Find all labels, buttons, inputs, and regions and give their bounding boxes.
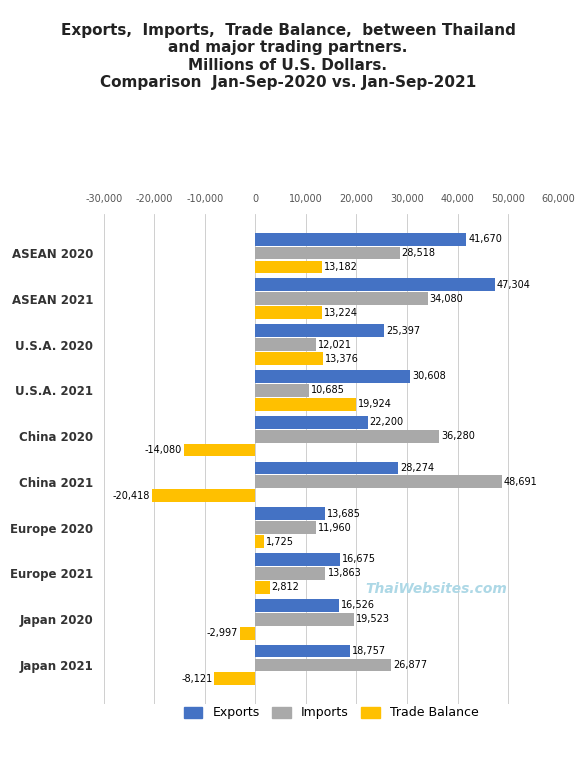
Bar	[255, 246, 400, 259]
Legend: Exports, Imports, Trade Balance: Exports, Imports, Trade Balance	[179, 702, 484, 724]
Bar	[255, 581, 270, 594]
Text: 13,182: 13,182	[324, 262, 358, 272]
Text: 36,280: 36,280	[441, 431, 475, 441]
Text: 28,518: 28,518	[401, 248, 435, 258]
Bar	[255, 415, 367, 428]
Bar	[240, 627, 255, 640]
Text: 47,304: 47,304	[497, 280, 530, 290]
Text: Exports,  Imports,  Trade Balance,  between Thailand
and major trading partners.: Exports, Imports, Trade Balance, between…	[60, 23, 516, 90]
Text: 25,397: 25,397	[386, 326, 420, 336]
Text: 22,200: 22,200	[370, 417, 404, 427]
Text: 18,757: 18,757	[352, 646, 386, 656]
Bar	[255, 324, 384, 337]
Bar	[255, 398, 356, 411]
Bar	[152, 490, 255, 503]
Text: -20,418: -20,418	[113, 491, 150, 501]
Text: 13,376: 13,376	[325, 353, 359, 363]
Bar	[255, 599, 339, 611]
Text: 30,608: 30,608	[412, 372, 446, 382]
Text: -2,997: -2,997	[207, 628, 238, 638]
Bar	[255, 261, 322, 273]
Text: 16,675: 16,675	[342, 555, 376, 565]
Bar	[255, 476, 502, 488]
Text: 1,725: 1,725	[266, 536, 294, 546]
Bar	[255, 553, 340, 566]
Text: 16,526: 16,526	[341, 601, 375, 610]
Bar	[255, 613, 354, 626]
Text: 10,685: 10,685	[312, 386, 345, 396]
Text: 19,924: 19,924	[358, 399, 392, 409]
Bar	[255, 461, 399, 474]
Bar	[255, 536, 264, 548]
Text: 26,877: 26,877	[393, 660, 427, 670]
Text: 48,691: 48,691	[503, 477, 537, 487]
Text: -8,121: -8,121	[181, 674, 213, 684]
Text: 13,224: 13,224	[324, 308, 358, 317]
Text: 12,021: 12,021	[318, 340, 352, 350]
Text: -14,080: -14,080	[145, 445, 182, 455]
Bar	[255, 430, 439, 442]
Bar	[255, 384, 309, 397]
Bar	[184, 444, 255, 457]
Bar	[255, 521, 316, 534]
Bar	[255, 370, 410, 382]
Text: 11,960: 11,960	[318, 522, 351, 532]
Bar	[255, 233, 466, 246]
Bar	[214, 672, 255, 685]
Bar	[255, 292, 427, 305]
Bar	[255, 278, 495, 291]
Text: ThaiWebsites.com: ThaiWebsites.com	[365, 581, 507, 596]
Text: 41,670: 41,670	[468, 234, 502, 244]
Bar	[255, 659, 391, 672]
Text: 19,523: 19,523	[356, 614, 390, 624]
Text: 2,812: 2,812	[272, 582, 300, 592]
Bar	[255, 507, 324, 520]
Text: 13,685: 13,685	[327, 509, 361, 519]
Bar	[255, 307, 322, 319]
Text: 34,080: 34,080	[430, 294, 464, 304]
Bar	[255, 352, 323, 365]
Bar	[255, 338, 316, 351]
Bar	[255, 645, 350, 657]
Bar	[255, 567, 325, 580]
Text: 28,274: 28,274	[400, 463, 434, 473]
Text: 13,863: 13,863	[328, 568, 361, 578]
